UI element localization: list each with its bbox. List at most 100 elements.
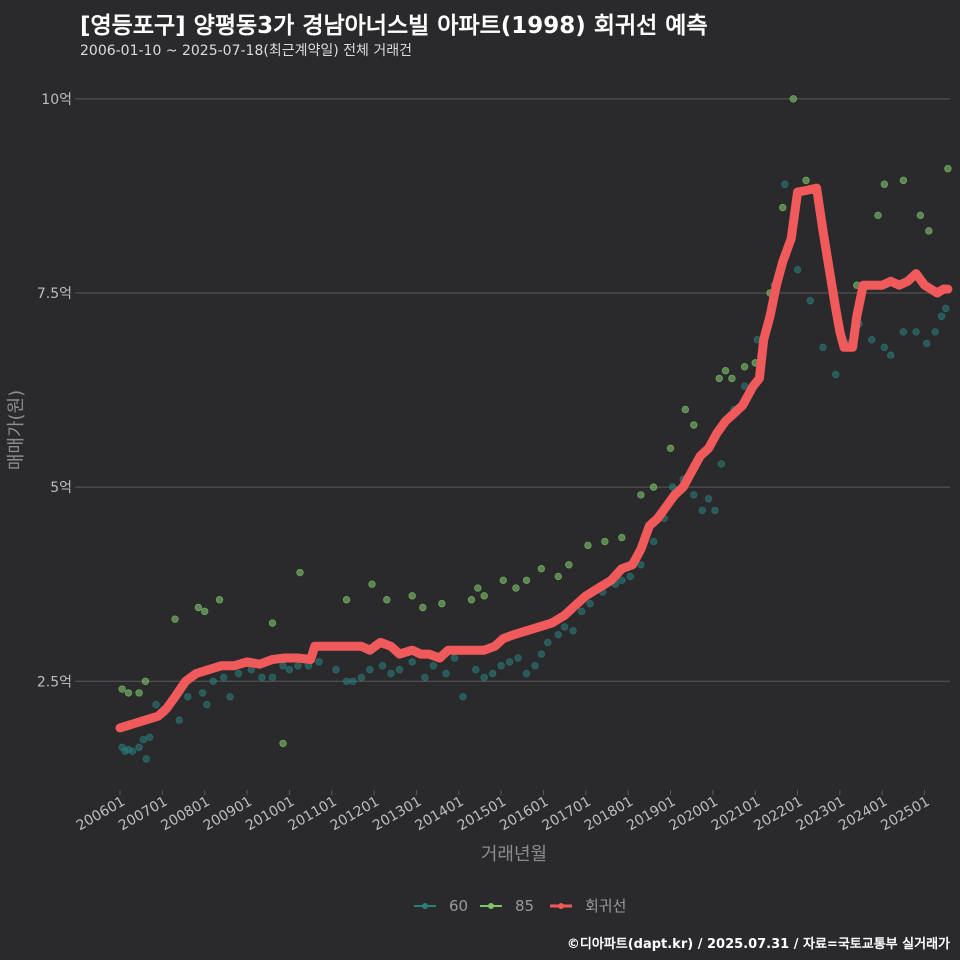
series-60-point-65 <box>698 506 706 515</box>
series-60-point-75 <box>806 297 814 305</box>
series-60-point-86 <box>931 328 939 336</box>
series-85-point-9 <box>279 739 287 748</box>
series-85-point-8 <box>268 619 277 627</box>
series-60-point-10 <box>175 716 183 724</box>
legend-swatch-trend-dot <box>558 903 564 909</box>
series-85-point-18 <box>474 584 482 592</box>
series-85-point-36 <box>728 374 736 383</box>
series-60-point-37 <box>442 669 450 678</box>
series-60-point-50 <box>554 630 562 639</box>
series-85-point-19 <box>480 592 488 600</box>
series-60-point-17 <box>234 669 243 678</box>
series-60-point-39 <box>459 693 467 701</box>
series-60-point-22 <box>285 665 294 674</box>
series-60-point-83 <box>899 328 908 336</box>
series-85-point-32 <box>681 405 690 414</box>
series-60-point-48 <box>537 650 546 658</box>
series-60-point-41 <box>480 673 488 682</box>
series-85-point-25 <box>565 561 573 569</box>
series-60-point-53 <box>577 607 586 616</box>
series-85-point-41 <box>789 95 798 103</box>
trend-line-group <box>115 183 953 733</box>
series-60-point-64 <box>690 491 698 499</box>
legend-item-85: 85 <box>480 897 534 915</box>
series-60-point-30 <box>366 665 374 674</box>
series-85-point-30 <box>649 483 658 491</box>
series-60-point-70 <box>740 382 749 390</box>
series-60-point-59 <box>637 561 645 569</box>
series-60-point-8 <box>152 700 160 709</box>
series-60-point-51 <box>560 623 569 631</box>
series-85-point-23 <box>537 564 546 573</box>
series-60-point-47 <box>531 662 539 670</box>
series-85-point-0 <box>118 685 126 693</box>
x-axis-ticks: 2006012007012008012009012010012011012012… <box>74 790 933 834</box>
series-60-point-33 <box>395 665 404 674</box>
series-85-point-1 <box>124 689 133 697</box>
series-85-point-17 <box>467 596 476 604</box>
series-60-point-6 <box>142 755 150 763</box>
y-tick-label-0: 2.5억 <box>37 674 72 690</box>
series-85-point-29 <box>637 491 645 499</box>
series-85-point-50 <box>944 165 952 173</box>
series-60-point-80 <box>867 335 876 344</box>
series-60-point-74 <box>793 265 802 274</box>
series-60-point-14 <box>209 677 217 685</box>
series-60-point-88 <box>942 304 950 313</box>
series-60-point-28 <box>349 677 357 685</box>
legend-swatch-85-dot <box>488 903 494 909</box>
series-60-point-34 <box>408 658 416 666</box>
series-85-point-16 <box>438 599 446 608</box>
chart-subtitle: 2006-01-10 ~ 2025-07-18(최근계약일) 전체 거래건 <box>80 43 412 59</box>
series-60-point-23 <box>294 662 302 670</box>
series-85-point-27 <box>601 537 609 546</box>
y-tick-label-1: 5억 <box>50 480 72 496</box>
grid-lines <box>80 98 950 682</box>
series-60-point-5 <box>139 735 147 744</box>
series-85-point-47 <box>899 176 908 185</box>
series-85-point-24 <box>554 572 562 581</box>
series-60-point-40 <box>472 665 480 674</box>
series-60-point-87 <box>937 312 946 320</box>
series-85-point-4 <box>171 615 179 623</box>
series-60-point-66 <box>704 495 713 503</box>
series-60-point-31 <box>378 662 387 670</box>
series-60-point-16 <box>226 693 234 701</box>
series-85-point-14 <box>408 592 416 600</box>
series-60-point-3 <box>129 747 137 755</box>
series-60-point-21 <box>279 662 287 670</box>
series-60-point-42 <box>488 669 497 678</box>
series-60-point-19 <box>258 673 266 682</box>
series-60-point-13 <box>203 700 211 709</box>
series-85-point-13 <box>383 596 391 604</box>
legend: 60 85 회귀선 <box>414 897 626 915</box>
footer-credit: ©디아파트(dapt.kr) / 2025.07.31 / 자료=국토교통부 실… <box>566 937 950 952</box>
series-60-point-76 <box>819 343 827 352</box>
series-60-point-12 <box>198 689 207 697</box>
series-60-point-15 <box>220 673 228 682</box>
series-85-point-15 <box>419 603 427 612</box>
chart-title: [영등포구] 양평동3가 경남아너스빌 아파트(1998) 회귀선 예측 <box>80 13 708 39</box>
series-85-point-20 <box>499 576 507 585</box>
series-60-point-60 <box>649 537 658 546</box>
series-60-point-7 <box>145 733 154 741</box>
series-60-point-57 <box>618 576 626 585</box>
series-60-point-20 <box>268 673 277 682</box>
series-60-point-35 <box>421 673 429 682</box>
x-axis-title: 거래년월 <box>481 844 547 865</box>
series-60-point-38 <box>450 654 459 662</box>
series-85-point-35 <box>721 366 730 375</box>
series-85-point-37 <box>740 363 749 371</box>
series-85-point-6 <box>200 607 209 616</box>
series-85-point-49 <box>925 227 933 235</box>
series-85-point-46 <box>880 180 889 188</box>
legend-label-trend: 회귀선 <box>585 897 626 915</box>
series-85-point-10 <box>296 568 304 577</box>
series-60-point-68 <box>717 460 726 468</box>
series-60-point-11 <box>184 693 192 701</box>
series-85-point-5 <box>194 603 203 612</box>
series-60-point-44 <box>505 658 514 666</box>
series-60-point-46 <box>522 669 531 678</box>
series-85-point-40 <box>779 203 787 212</box>
